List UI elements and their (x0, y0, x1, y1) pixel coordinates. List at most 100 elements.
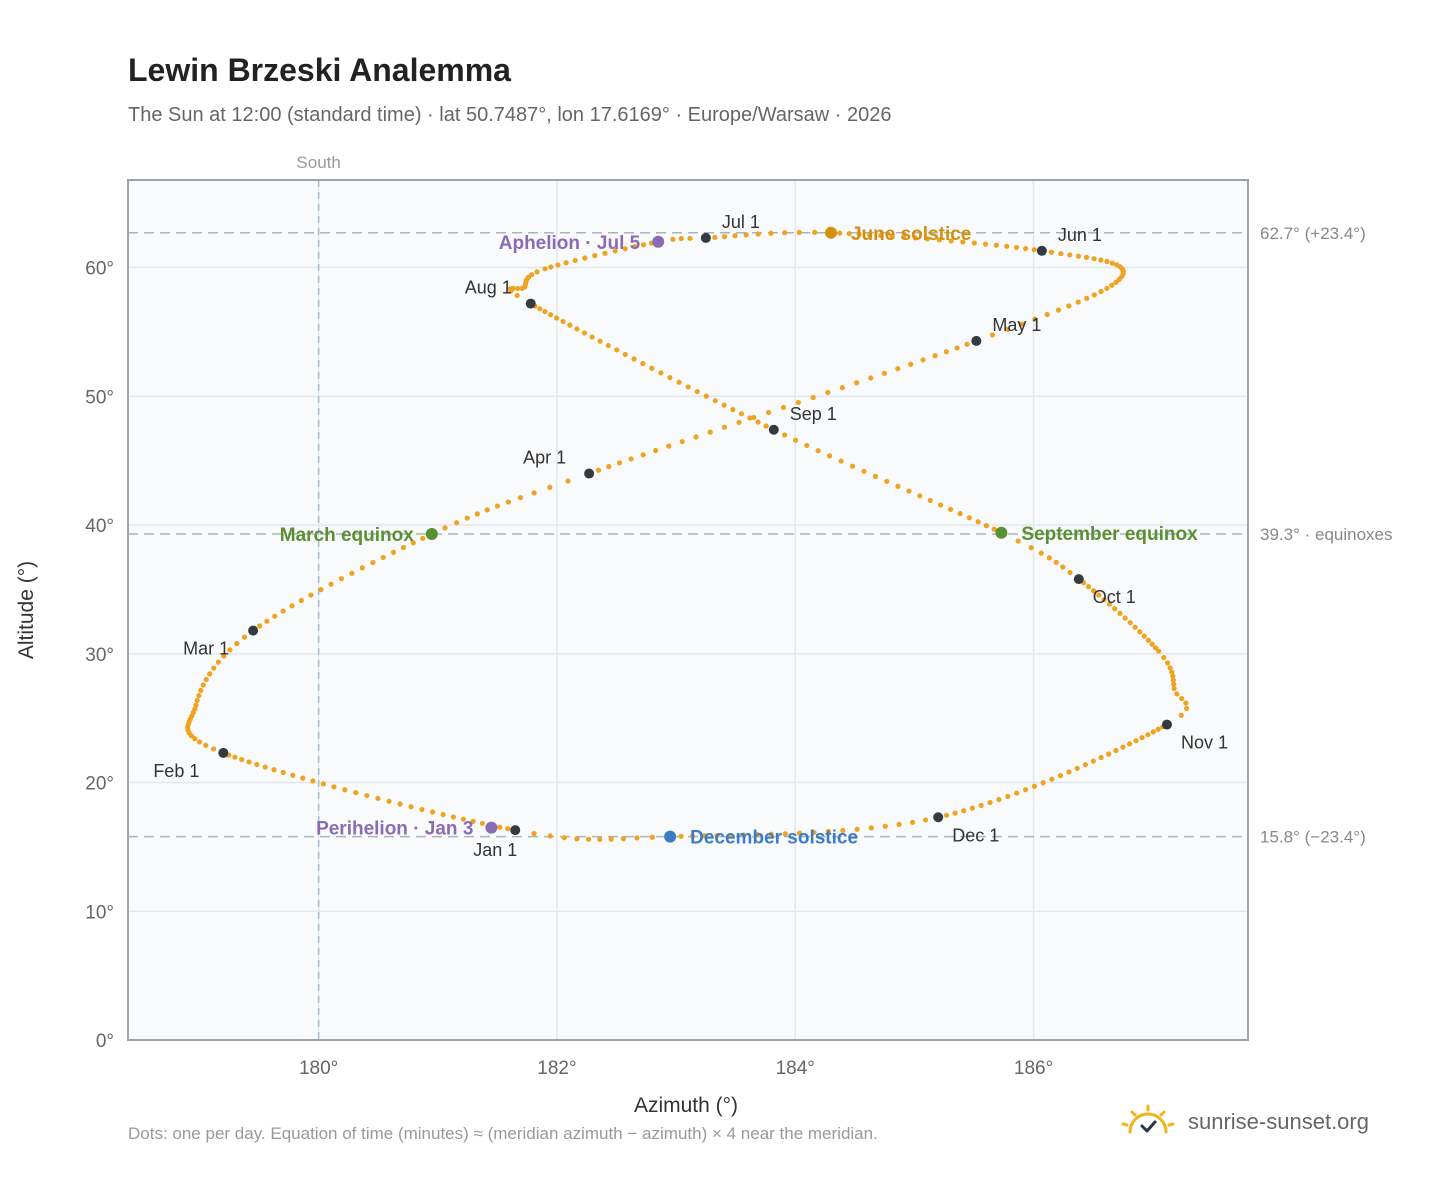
day-dot (1169, 669, 1175, 675)
day-dot (200, 682, 206, 688)
day-dot (1098, 257, 1104, 263)
day-dot (906, 488, 912, 494)
day-dot (234, 640, 240, 647)
day-dot (1161, 654, 1167, 661)
meridian-label: South (296, 153, 340, 172)
day-dot (854, 380, 860, 386)
day-dot (754, 832, 760, 838)
day-dot (397, 801, 403, 807)
day-dot (727, 832, 733, 838)
y-tick-label: 10° (85, 902, 114, 923)
footnote: Dots: one per day. Equation of time (min… (128, 1124, 878, 1143)
day-dot (612, 248, 618, 254)
day-dot (912, 235, 919, 241)
day-dot (846, 231, 852, 237)
day-dot (555, 262, 561, 268)
y-tick-label: 20° (85, 774, 114, 795)
month-label: Nov 1 (1181, 733, 1228, 753)
day-dot (932, 353, 938, 359)
day-dot (1141, 633, 1147, 639)
day-dot (1145, 637, 1151, 643)
day-dot (211, 746, 217, 752)
day-dot (840, 827, 846, 834)
day-dot (796, 229, 802, 235)
day-dot (390, 549, 397, 555)
day-dot (547, 312, 554, 318)
day-dot (254, 761, 260, 768)
day-dot (548, 264, 554, 270)
day-dot (730, 406, 736, 413)
day-dot (937, 502, 944, 508)
day-dot (479, 820, 485, 827)
day-dot (810, 394, 816, 401)
day-dot (1127, 741, 1133, 747)
day-dot (515, 285, 521, 292)
day-dot (1170, 677, 1176, 683)
day-dot (747, 415, 753, 421)
day-dot (547, 484, 553, 490)
day-dot (993, 242, 999, 248)
chart-subtitle: The Sun at 12:00 (standard time) · lat 5… (128, 104, 892, 126)
y-tick-label: 0° (96, 1031, 114, 1052)
day-dot (1156, 648, 1162, 654)
x-tick-label: 186° (1014, 1058, 1053, 1079)
day-dot (1040, 780, 1046, 786)
day-dot (592, 253, 598, 259)
day-dot (310, 778, 316, 784)
month-marker (768, 424, 779, 435)
day-dot (1013, 244, 1020, 251)
day-dot (194, 697, 200, 704)
day-dot (740, 832, 747, 838)
event-label: September equinox (1021, 524, 1198, 545)
day-dot (653, 447, 659, 454)
day-dot (971, 240, 977, 246)
day-dot (1106, 601, 1113, 607)
day-dot (1038, 550, 1044, 556)
month-marker (1073, 574, 1084, 585)
day-dot (460, 816, 466, 822)
day-dot (1022, 787, 1029, 793)
brand[interactable]: sunrise-sunset.org (1120, 1104, 1369, 1140)
day-dot (1057, 772, 1064, 779)
day-dot (280, 769, 286, 776)
day-dot (678, 235, 684, 242)
day-dot (241, 634, 248, 640)
day-dot (1120, 744, 1126, 750)
event-marker (995, 526, 1008, 539)
day-dot (1082, 762, 1088, 768)
day-dot (193, 702, 199, 708)
day-dot (936, 237, 942, 243)
month-marker (510, 825, 521, 836)
day-dot (658, 370, 664, 376)
month-marker (971, 335, 982, 346)
day-dot (614, 347, 620, 353)
day-dot (689, 833, 696, 839)
day-dot (221, 653, 227, 659)
day-dot (943, 812, 950, 818)
day-dot (889, 233, 895, 239)
day-dot (514, 292, 520, 299)
day-dot (712, 234, 718, 240)
day-dot (743, 232, 749, 238)
day-dot (470, 818, 476, 824)
day-dot (1046, 555, 1052, 561)
day-dot (1104, 258, 1110, 265)
day-dot (450, 814, 456, 820)
day-dot (1133, 738, 1139, 744)
day-dot (429, 809, 436, 815)
day-dot (738, 411, 745, 417)
month-label: Jul 1 (722, 212, 760, 232)
day-dot (676, 379, 682, 385)
day-dot (1179, 695, 1185, 702)
axes: 180° 182° 184° 186° 0° 10° 20° 30° 40° 50° 60° Azim… (15, 259, 1053, 1117)
day-dot (780, 404, 787, 411)
day-dot (474, 511, 480, 517)
day-dot (320, 781, 326, 787)
day-dot (849, 463, 856, 469)
month-label: Oct 1 (1093, 587, 1136, 607)
event-marker (652, 235, 665, 248)
day-dot (375, 795, 381, 802)
day-dot (1145, 732, 1151, 738)
day-dot (196, 692, 202, 699)
day-dot (290, 772, 296, 778)
